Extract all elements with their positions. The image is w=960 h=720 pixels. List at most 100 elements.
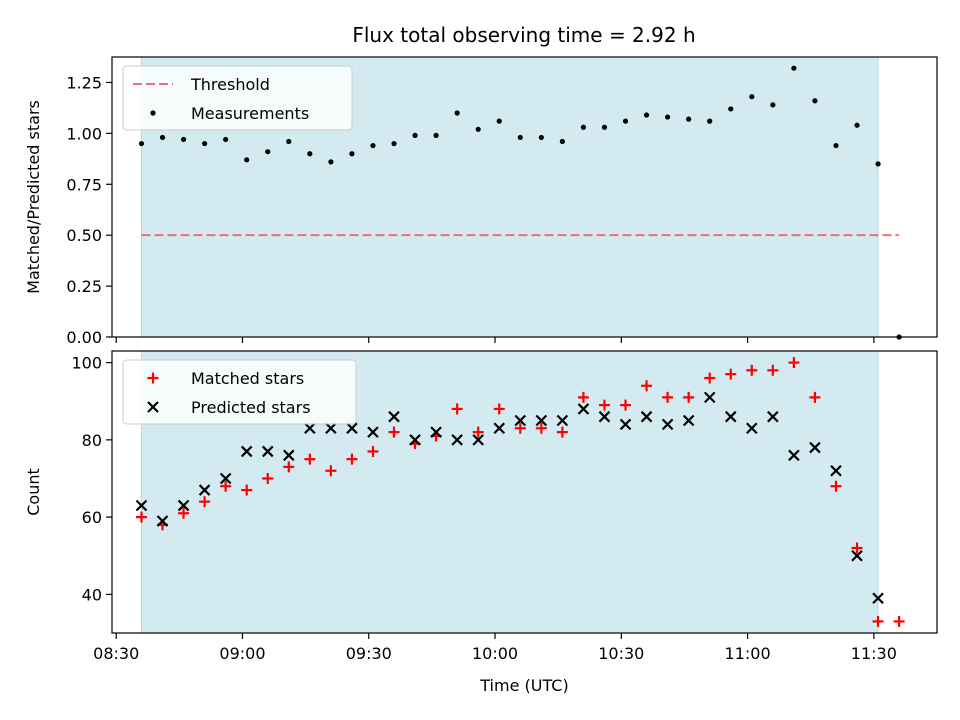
legend: Threshold Measurements	[122, 65, 353, 131]
data-point	[580, 124, 587, 130]
data-point	[559, 138, 565, 145]
data-point	[749, 94, 755, 100]
data-point	[388, 410, 400, 423]
data-point	[156, 515, 169, 527]
y-tick-label: 80	[82, 431, 102, 450]
data-point	[725, 368, 737, 380]
data-point	[244, 157, 250, 163]
data-point	[433, 132, 439, 138]
data-point	[493, 403, 505, 415]
data-point	[241, 484, 253, 496]
data-point	[577, 391, 589, 403]
legend-swatch	[147, 401, 159, 413]
data-point	[662, 391, 674, 403]
x-tick-label: 11:00	[725, 644, 771, 663]
data-point	[135, 499, 148, 512]
data-point	[451, 403, 463, 415]
series-measurements	[138, 65, 902, 340]
chart-title: Flux total observing time = 2.92 h	[352, 23, 695, 47]
data-point	[367, 426, 379, 438]
legend-label: Predicted stars	[191, 398, 311, 417]
data-point	[643, 112, 650, 118]
data-point	[198, 484, 211, 496]
data-point	[180, 136, 187, 143]
data-point	[514, 414, 527, 427]
data-point	[307, 151, 313, 157]
data-point	[872, 615, 884, 627]
data-point	[812, 98, 818, 104]
data-point	[388, 426, 400, 438]
x-axis-label: Time (UTC)	[479, 676, 568, 695]
data-point	[412, 132, 418, 138]
data-point	[138, 140, 145, 147]
data-point	[767, 364, 779, 376]
data-point	[220, 480, 232, 492]
data-point	[346, 453, 358, 465]
data-point	[240, 445, 253, 458]
x-tick-label: 11:30	[851, 644, 897, 663]
ratio-panel: 0.00 0.25 0.50 0.75 1.00 1.25 Matched/Predicte…	[24, 56, 938, 347]
legend-label: Matched stars	[191, 369, 304, 388]
y-tick-label: 0.25	[66, 277, 102, 296]
data-point	[686, 116, 692, 122]
legend-label: Measurements	[191, 104, 309, 123]
data-point	[199, 496, 211, 508]
data-point	[703, 391, 716, 404]
data-point	[283, 461, 295, 473]
count-panel: 40 60 80 100 08:30 09:00 09:30 10:00 10:30 11:00 1…	[24, 350, 938, 695]
series-matched-stars	[135, 357, 905, 627]
data-point	[496, 118, 502, 124]
plot-frame	[111, 56, 938, 338]
data-point	[325, 422, 337, 435]
data-point	[872, 592, 884, 605]
data-point	[370, 142, 376, 149]
data-point	[791, 65, 797, 71]
data-point	[265, 149, 271, 155]
data-point	[854, 122, 860, 128]
data-point	[328, 159, 334, 165]
y-axis-label: Matched/Predicted stars	[24, 100, 43, 294]
y-tick-label: 40	[82, 585, 102, 604]
data-point	[556, 414, 569, 427]
data-point	[770, 102, 776, 108]
data-point	[223, 136, 229, 143]
data-point	[809, 391, 821, 403]
y-tick-label: 1.00	[66, 124, 102, 143]
y-tick-label: 100	[71, 354, 102, 373]
data-point	[619, 418, 632, 431]
data-point	[391, 140, 397, 147]
x-tick-label: 09:30	[346, 644, 392, 663]
data-point	[620, 399, 632, 411]
x-tick-label: 10:00	[472, 644, 518, 663]
y-tick-label: 1.25	[66, 73, 102, 92]
data-point	[683, 391, 695, 403]
data-point	[724, 410, 737, 423]
data-point	[640, 410, 653, 423]
data-point	[893, 615, 905, 627]
data-point	[538, 134, 544, 141]
y-tick-label: 0.00	[66, 328, 102, 347]
data-point	[707, 118, 713, 124]
data-point	[661, 418, 674, 431]
data-point	[704, 372, 716, 384]
data-point	[346, 422, 358, 435]
data-point	[875, 161, 881, 167]
data-point	[830, 480, 842, 492]
x-tick-label: 08:30	[93, 644, 139, 663]
data-point	[577, 403, 590, 415]
data-point	[472, 426, 484, 438]
x-tick-label: 09:00	[219, 644, 265, 663]
data-point	[622, 118, 629, 124]
data-point	[430, 426, 442, 438]
data-point	[788, 449, 800, 462]
data-point	[601, 124, 608, 130]
data-point	[833, 142, 839, 149]
legend-swatch	[147, 372, 159, 384]
data-point	[178, 507, 190, 519]
data-point	[304, 422, 316, 435]
data-point	[159, 134, 166, 141]
data-point	[202, 140, 208, 147]
data-point	[556, 426, 568, 438]
series-predicted-stars	[135, 391, 884, 605]
data-point	[475, 126, 481, 132]
